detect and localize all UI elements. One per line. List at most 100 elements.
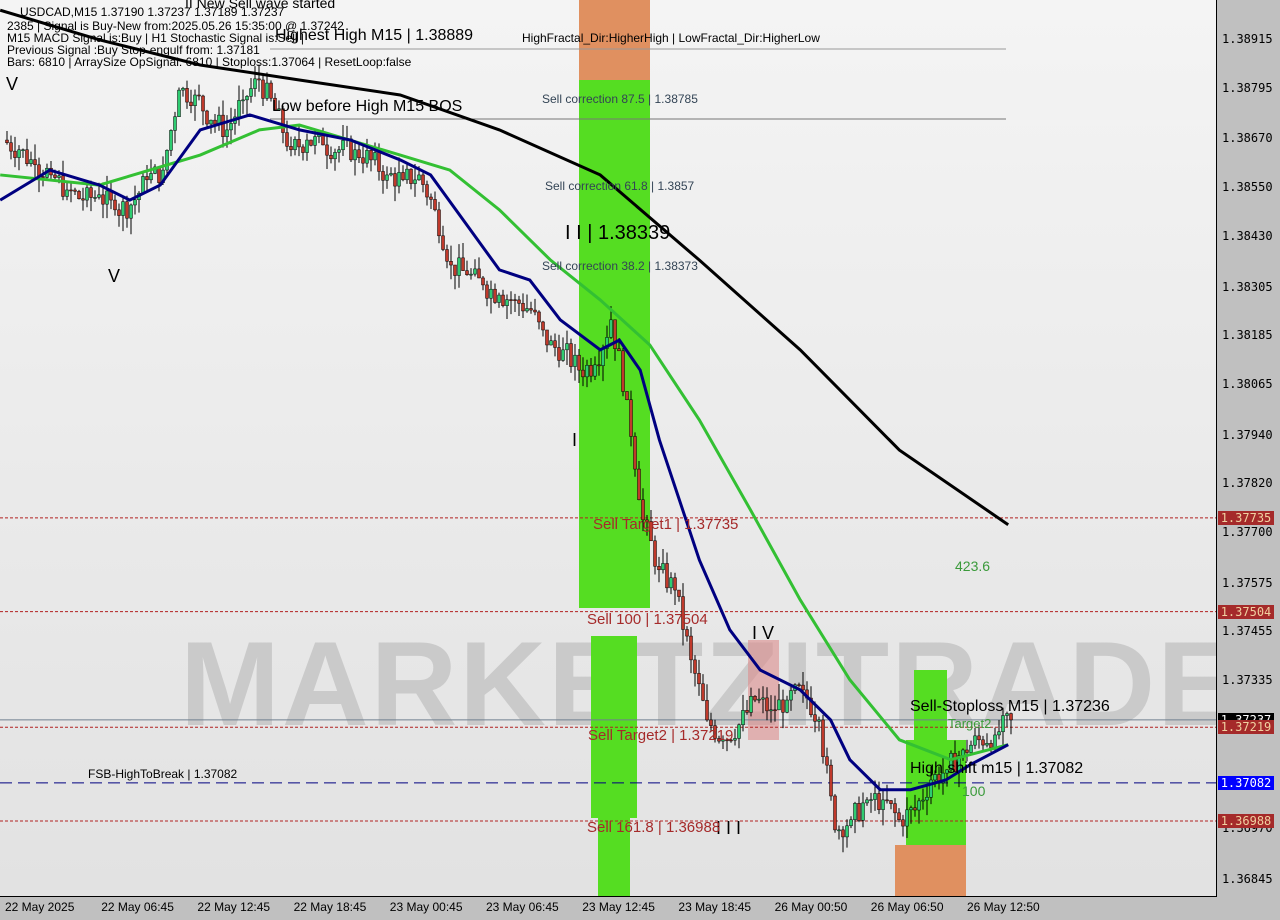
candle-bear	[429, 196, 433, 200]
sell-zone-bottom	[598, 818, 630, 896]
candle-bull	[305, 139, 309, 153]
candle-bear	[501, 294, 505, 306]
candle-bull	[389, 173, 393, 176]
candle-bear	[953, 753, 957, 772]
candle-bear	[273, 97, 277, 111]
time-tick: 26 May 06:50	[870, 900, 944, 914]
candle-bear	[625, 391, 629, 401]
candle-bear	[101, 194, 105, 205]
candle-bull	[749, 696, 753, 713]
target2-small-label: Target2	[948, 716, 992, 731]
candle-bear	[537, 311, 541, 323]
candle-bear	[73, 189, 77, 192]
candle-bull	[945, 769, 949, 774]
candle-bear	[513, 299, 517, 301]
bars-text: Bars: 6810 | ArraySize OpSignal: 6810 | …	[7, 55, 412, 69]
price-tick: 1.38185	[1222, 328, 1273, 343]
candle-bear	[833, 795, 837, 831]
candle-bull	[57, 175, 61, 178]
candle-bear	[569, 343, 573, 367]
candle-bear	[485, 284, 489, 299]
candle-bear	[825, 756, 829, 766]
candle-bear	[421, 174, 425, 185]
candle-bear	[77, 191, 81, 200]
price-tick: 1.38305	[1222, 279, 1273, 294]
candle-bear	[289, 146, 293, 151]
candle-bear	[325, 144, 329, 156]
candle-bear	[553, 340, 557, 348]
candle-bear	[893, 803, 897, 814]
fractal-text: HighFractal_Dir:HigherHigh | LowFractal_…	[522, 31, 820, 45]
candle-bull	[365, 150, 369, 164]
candle-bear	[705, 700, 709, 721]
previous-signal-text: Previous Signal :Buy Stop-engulf from: 1…	[7, 43, 260, 57]
correction-382-label: Sell correction 38.2 | 1.38373	[542, 259, 698, 273]
candle-bull	[733, 738, 737, 741]
chart-area[interactable]: MARKETZITRADE II New Sell wave started U…	[0, 0, 1217, 897]
candle-bull	[141, 176, 145, 194]
candle-bull	[373, 152, 377, 161]
candle-bear	[533, 309, 537, 313]
time-tick: 23 May 00:45	[389, 900, 463, 914]
candle-bear	[477, 268, 481, 279]
candle-bear	[685, 629, 689, 637]
candle-bear	[541, 321, 545, 331]
candle-bear	[53, 174, 57, 178]
candle-bull	[973, 735, 977, 746]
candle-bull	[1001, 715, 1005, 733]
candle-bear	[425, 184, 429, 198]
candle-bull	[353, 149, 357, 161]
candle-bear	[589, 365, 593, 377]
high-shift-label: High shift m15 | 1.37082	[910, 760, 1084, 777]
candle-bear	[689, 635, 693, 661]
candle-bull	[601, 348, 605, 366]
candle-bear	[529, 308, 533, 311]
candle-bull	[497, 294, 501, 303]
candle-bull	[149, 173, 153, 181]
candle-bear	[409, 168, 413, 184]
wave-started-text: II New Sell wave started	[185, 0, 336, 11]
candle-bull	[385, 174, 389, 181]
candle-bear	[701, 683, 705, 701]
candle-bull	[473, 268, 477, 275]
candle-bull	[933, 774, 937, 781]
candle-bull	[237, 100, 241, 118]
candle-bear	[577, 354, 581, 371]
time-tick: 26 May 12:50	[967, 900, 1040, 914]
candle-bear	[629, 399, 633, 437]
candle-bull	[405, 168, 409, 181]
candle-bull	[181, 88, 185, 91]
candle-bull	[669, 577, 673, 589]
candle-bear	[677, 589, 681, 597]
candle-bear	[369, 150, 373, 161]
candle-bull	[757, 698, 761, 701]
candle-bull	[873, 793, 877, 800]
candle-bear	[885, 799, 889, 802]
price-tick: 1.38065	[1222, 376, 1273, 391]
wave1-label: I	[572, 430, 578, 450]
candle-bear	[693, 659, 697, 674]
candle-bull	[837, 829, 841, 832]
candle-bear	[781, 699, 785, 713]
candle-bear	[61, 175, 65, 197]
candle-bull	[21, 149, 25, 151]
candle-bear	[717, 738, 721, 742]
candle-bear	[521, 303, 525, 312]
price-tick: 1.38915	[1222, 32, 1273, 46]
price-tick: 1.38550	[1222, 180, 1273, 195]
candle-bear	[441, 235, 445, 250]
candle-bear	[981, 739, 985, 746]
candle-bull	[565, 343, 569, 351]
candle-bull	[741, 710, 745, 726]
candle-bear	[197, 94, 201, 97]
candle-bear	[913, 807, 917, 811]
candle-bull	[245, 96, 249, 101]
candle-bear	[301, 146, 305, 153]
macd-text: M15 MACD Signal is:Buy | H1 Stochastic S…	[7, 31, 305, 45]
candle-bull	[549, 340, 553, 346]
candle-bull	[605, 337, 609, 349]
candle-bear	[13, 150, 17, 158]
sell-zone-top-orange	[579, 0, 650, 80]
price-tick: 1.37820	[1222, 476, 1273, 491]
candle-bull	[985, 743, 989, 746]
